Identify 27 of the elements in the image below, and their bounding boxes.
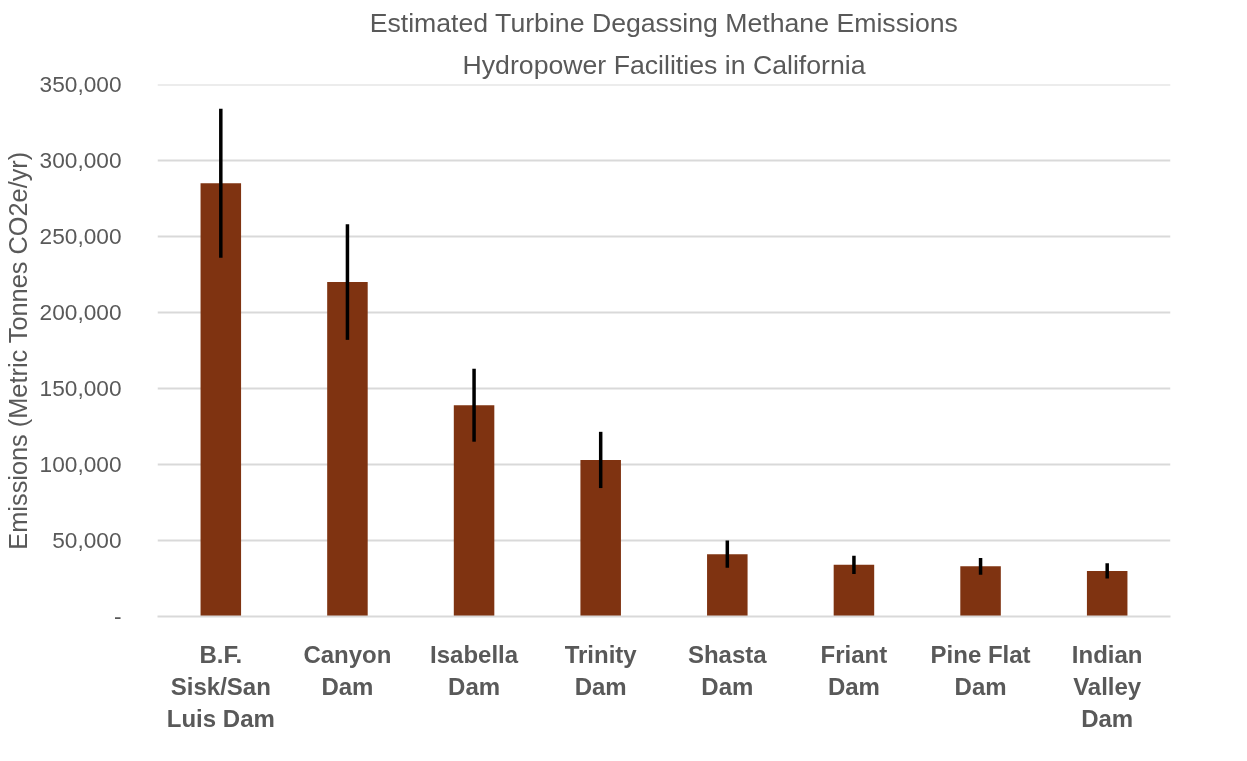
bar xyxy=(707,554,748,617)
bar xyxy=(1086,570,1128,617)
x-tick-label: Canyon Dam xyxy=(303,640,392,700)
x-tick-label: B.F. Sisk/San Luis Dam xyxy=(166,640,275,733)
y-tick-label: 100,000 xyxy=(39,451,122,477)
y-tick-label: - xyxy=(113,603,122,629)
y-axis-title: Emissions (Metric Tonnes CO2e/yr) xyxy=(3,151,32,550)
bar xyxy=(453,405,495,617)
y-tick-label: 150,000 xyxy=(39,375,122,401)
chart-title: Estimated Turbine Degassing Methane Emissions xyxy=(369,7,958,38)
x-tick-label: Pine Flat Dam xyxy=(930,640,1031,700)
y-tick-label: 350,000 xyxy=(39,71,122,97)
bar xyxy=(960,566,1001,617)
x-tick-label: Indian Valley Dam xyxy=(1071,640,1143,733)
x-tick-label: Isabella Dam xyxy=(430,640,519,700)
bar xyxy=(327,282,368,617)
y-tick-label: 200,000 xyxy=(39,299,122,325)
bar xyxy=(580,459,621,617)
y-tick-label: 50,000 xyxy=(52,527,122,553)
y-tick-label: 300,000 xyxy=(39,147,122,173)
bar xyxy=(200,183,242,617)
x-tick-label: Shasta Dam xyxy=(687,640,768,700)
chart-subtitle: Hydropower Facilities in California xyxy=(462,49,866,80)
y-tick-label: 250,000 xyxy=(39,223,122,249)
x-tick-label: Trinity Dam xyxy=(564,640,638,700)
bar xyxy=(833,564,875,617)
x-tick-label: Friant Dam xyxy=(820,640,888,700)
